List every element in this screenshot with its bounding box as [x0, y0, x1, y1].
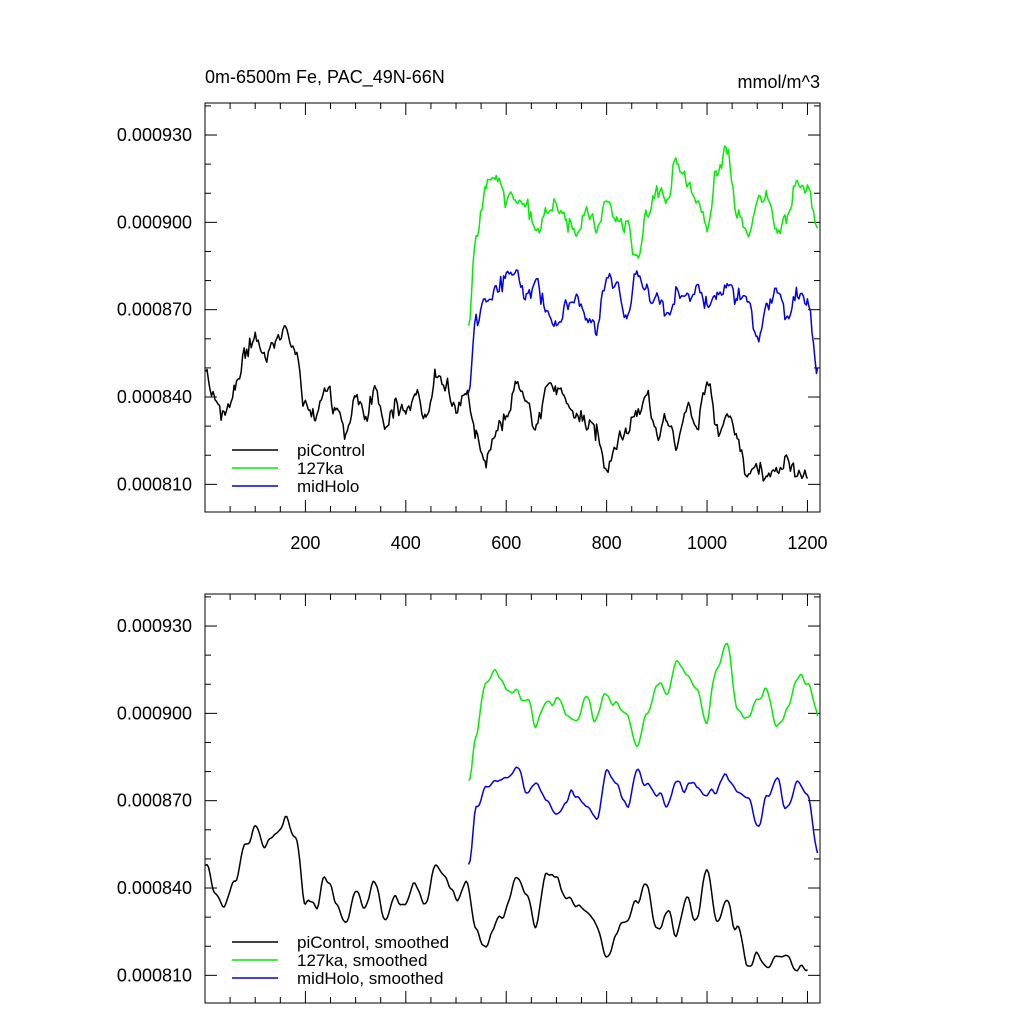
series-line-midholo [467, 766, 819, 865]
y-tick-label: 0.000900 [117, 703, 192, 723]
legend-label: midHolo, smoothed [297, 969, 443, 988]
series-line-127ka [467, 145, 819, 326]
series-line-midholo [467, 269, 819, 393]
y-tick-label: 0.000810 [117, 965, 192, 985]
legend-label: piControl [297, 441, 365, 460]
y-tick-label: 0.000930 [117, 125, 192, 145]
chart-panel-1: 0.000810 0.000840 0.000870 0.000900 0.000930… [117, 67, 828, 553]
chart-panel-2: 0.000810 0.000840 0.000870 0.000900 0.000930… [117, 593, 821, 1004]
y-tick-label: 0.000900 [117, 212, 192, 232]
x-tick-label: 600 [491, 533, 521, 553]
chart-title: 0m-6500m Fe, PAC_49N-66N [205, 67, 445, 88]
y-tick-label: 0.000930 [117, 616, 192, 636]
series-line-picontrol [205, 815, 808, 972]
series-line-127ka [467, 642, 819, 782]
x-tick-label: 800 [592, 533, 622, 553]
x-tick-label: 1200 [787, 533, 827, 553]
y-tick-label: 0.000840 [117, 878, 192, 898]
x-tick-label: 1000 [687, 533, 727, 553]
plot-frame [204, 593, 821, 1004]
series-line-picontrol [204, 325, 809, 482]
plot-frame [204, 102, 821, 513]
y-tick-label: 0.000810 [117, 474, 192, 494]
y-tick-label: 0.000870 [117, 300, 192, 320]
y-tick-label: 0.000840 [117, 387, 192, 407]
x-tick-label: 400 [391, 533, 421, 553]
legend-label: midHolo [297, 477, 359, 496]
units-label: mmol/m^3 [738, 72, 820, 92]
x-tick-label: 200 [290, 533, 320, 553]
y-tick-label: 0.000870 [117, 791, 192, 811]
legend-label: 127ka, smoothed [297, 951, 427, 970]
legend-label: 127ka [297, 459, 344, 478]
legend-label: piControl, smoothed [297, 933, 449, 952]
